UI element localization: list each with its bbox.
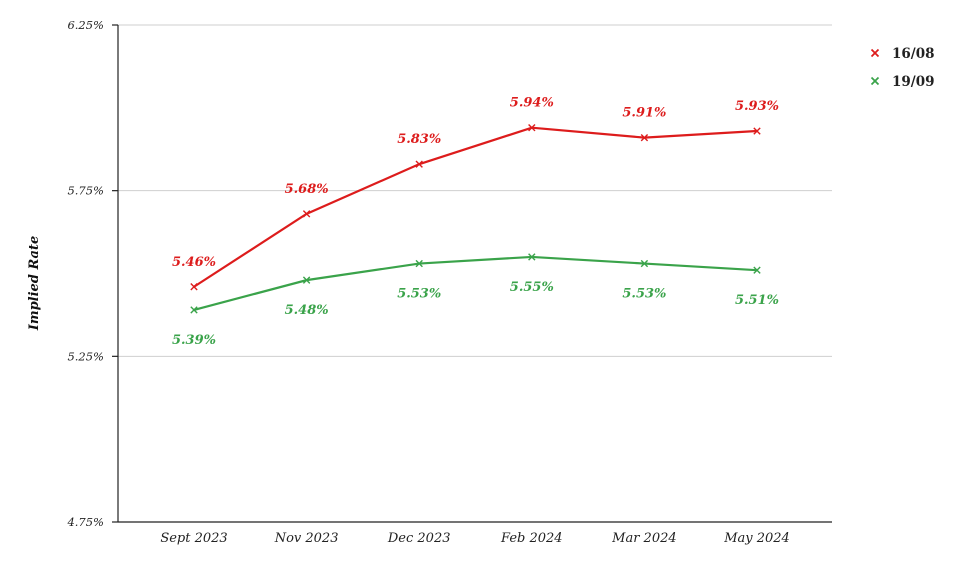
data-label: 5.93% bbox=[735, 99, 779, 114]
data-point bbox=[528, 253, 536, 261]
y-tick-label: 5.75% bbox=[67, 184, 104, 198]
data-label: 5.83% bbox=[397, 132, 441, 147]
y-axis-title: Implied Rate bbox=[27, 236, 42, 332]
series: 5.46% 5.68% 5.83% 5.94% 5.91% 5.93% 5.39% 5.48%… bbox=[172, 96, 779, 348]
data-label: 5.51% bbox=[735, 293, 779, 308]
data-label: 5.91% bbox=[622, 106, 666, 121]
legend-marker bbox=[870, 48, 880, 58]
legend-label: 16/08 bbox=[892, 46, 935, 62]
legend: 16/08 19/09 bbox=[870, 46, 935, 90]
data-label: 5.53% bbox=[622, 287, 666, 302]
x-tick-labels: Sept 2023 Nov 2023 Dec 2023 Feb 2024 Mar 202… bbox=[160, 531, 790, 546]
data-point bbox=[640, 259, 649, 268]
data-point bbox=[302, 276, 311, 284]
data-label: 5.39% bbox=[172, 333, 216, 348]
axes bbox=[117, 25, 832, 523]
series-0: 5.46% 5.68% 5.83% 5.94% 5.91% 5.93% bbox=[172, 96, 779, 291]
y-tick-labels: 6.25% 5.75% 5.25% 4.75% bbox=[66, 18, 118, 529]
x-tick-label: Mar 2024 bbox=[611, 531, 677, 546]
data-point bbox=[190, 283, 198, 291]
data-point bbox=[640, 133, 649, 142]
x-tick-label: Nov 2023 bbox=[274, 531, 339, 546]
series-line bbox=[193, 255, 758, 312]
gridlines bbox=[118, 24, 832, 357]
x-tick-label: Sept 2023 bbox=[160, 531, 227, 546]
data-point bbox=[753, 127, 761, 135]
data-label: 5.94% bbox=[510, 96, 554, 111]
y-tick-label: 4.75% bbox=[66, 515, 104, 529]
x-tick-label: Dec 2023 bbox=[387, 531, 451, 546]
data-label: 5.55% bbox=[510, 280, 554, 295]
y-tick-label: 6.25% bbox=[67, 18, 104, 32]
y-tick-label: 5.25% bbox=[67, 349, 104, 363]
legend-item: 19/09 bbox=[870, 74, 935, 90]
legend-item: 16/08 bbox=[870, 46, 935, 62]
data-label: 5.46% bbox=[172, 255, 216, 270]
data-point bbox=[753, 266, 761, 274]
legend-label: 19/09 bbox=[892, 74, 935, 90]
legend-marker bbox=[870, 76, 880, 86]
data-label: 5.53% bbox=[397, 287, 441, 302]
data-label: 5.68% bbox=[285, 182, 329, 197]
x-tick-label: Feb 2024 bbox=[500, 531, 563, 546]
series-1: 5.39% 5.48% 5.53% 5.55% 5.53% 5.51% bbox=[172, 253, 779, 348]
data-point bbox=[415, 160, 423, 168]
data-point bbox=[302, 210, 311, 218]
data-point bbox=[190, 306, 198, 314]
data-point bbox=[528, 124, 536, 132]
data-label: 5.48% bbox=[285, 303, 329, 318]
series-line bbox=[193, 126, 758, 288]
data-point bbox=[415, 259, 423, 268]
x-tick-label: May 2024 bbox=[723, 531, 790, 546]
